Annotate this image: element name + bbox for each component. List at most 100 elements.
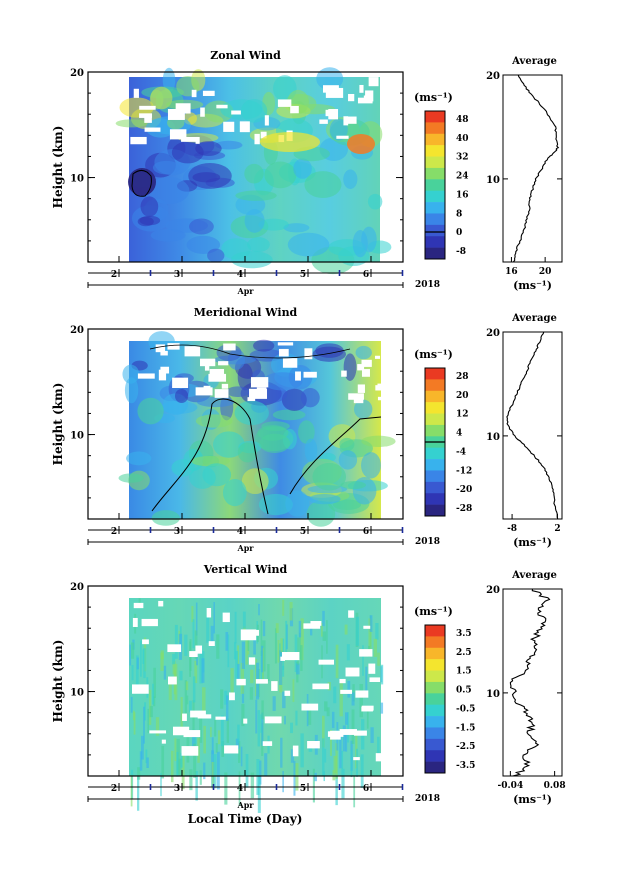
field-streak: [237, 663, 240, 680]
colorbar-tick-label: -3.5: [456, 761, 475, 771]
missing-data: [144, 127, 161, 132]
missing-data: [375, 385, 384, 391]
colorbar-swatch: [425, 247, 445, 260]
field-streak: [237, 645, 239, 665]
field-streak: [133, 712, 136, 735]
field-streak: [174, 738, 177, 762]
colorbar-swatch: [425, 761, 445, 774]
field-streak: [300, 618, 304, 648]
missing-data: [167, 343, 180, 350]
x-tick-label: 4: [237, 270, 243, 280]
missing-data: [281, 652, 300, 661]
colorbar-swatch: [425, 470, 445, 483]
colorbar-frame: [424, 624, 446, 774]
missing-data: [215, 716, 226, 720]
month-label: Apr: [236, 286, 254, 296]
field-blob: [352, 230, 368, 258]
field-streak: [186, 728, 190, 763]
missing-data: [208, 373, 227, 382]
field-streak: [197, 737, 200, 763]
field-streak: [192, 676, 196, 703]
missing-data: [345, 667, 360, 677]
missing-data: [250, 629, 259, 636]
missing-data: [377, 396, 390, 401]
field-streak: [326, 707, 330, 717]
field-streak: [237, 724, 240, 743]
field-blob: [247, 237, 270, 253]
field-streak: [335, 743, 338, 779]
field-streak: [211, 761, 215, 789]
field-blob: [162, 67, 176, 93]
field-blob: [244, 209, 265, 233]
y-tick-label: 10: [70, 688, 84, 699]
missing-data: [160, 350, 168, 356]
field-streak: [359, 683, 363, 718]
field-blob: [264, 161, 297, 189]
field-blob: [234, 400, 269, 426]
field-blob: [137, 397, 164, 425]
missing-data: [248, 657, 256, 665]
field-streak: [152, 683, 154, 705]
missing-data: [139, 105, 156, 110]
average-frame: [502, 74, 563, 263]
y-tick-label: 20: [70, 325, 84, 336]
field-streak: [366, 708, 369, 729]
field-streak: [277, 640, 280, 663]
missing-data: [377, 383, 391, 387]
field-streak: [373, 638, 378, 657]
y-tick-label: 20: [70, 582, 84, 593]
field-streak: [355, 616, 360, 646]
field-streak: [377, 652, 380, 666]
colorbar-tick-label: -1.5: [456, 723, 475, 733]
missing-data: [282, 358, 298, 368]
missing-data: [137, 373, 155, 379]
field-streak: [160, 650, 164, 660]
colorbar-tick-label: 8: [456, 209, 462, 219]
field-streak: [180, 752, 183, 768]
field-streak: [300, 645, 303, 672]
field-streak: [344, 624, 348, 635]
field-streak: [342, 725, 346, 752]
missing-data: [340, 689, 353, 694]
field-streak: [153, 667, 156, 698]
field-streak: [284, 715, 286, 725]
colorbar-swatch: [425, 236, 445, 248]
colorbar-swatch: [425, 647, 445, 660]
colorbar-swatch: [425, 481, 445, 494]
missing-data: [278, 348, 289, 357]
field-streak: [160, 773, 162, 797]
avg-x-label: (ms⁻¹): [513, 536, 552, 549]
field-streak: [290, 722, 294, 734]
field-streak: [199, 770, 202, 785]
field-blob: [304, 171, 342, 198]
missing-data: [312, 683, 330, 690]
field-streak: [370, 727, 374, 743]
missing-data: [295, 371, 301, 381]
missing-data: [353, 730, 367, 736]
field-blob: [171, 459, 195, 477]
missing-data: [264, 115, 269, 126]
field-streak: [178, 758, 182, 776]
colorbar-swatch: [425, 447, 445, 460]
field-streak: [220, 689, 224, 709]
field-streak: [295, 763, 299, 791]
missing-data: [361, 359, 372, 367]
colorbar-tick-label: 1.5: [456, 667, 472, 677]
colorbar-tick-label: -28: [456, 504, 472, 514]
field-streak: [184, 680, 187, 715]
missing-data: [236, 678, 246, 686]
average-profile-line: [506, 331, 559, 520]
panel-title: Vertical Wind: [203, 563, 288, 576]
colorbar-swatch: [425, 504, 445, 517]
avg-x-tick-label: 16: [505, 267, 518, 277]
colorbar-swatch: [425, 402, 445, 414]
missing-data: [363, 625, 371, 629]
field-streak: [235, 650, 239, 679]
missing-data: [290, 105, 299, 114]
field-streak: [168, 678, 172, 700]
colorbar-tick-label: -20: [456, 485, 472, 495]
missing-data: [323, 85, 339, 93]
colorbar-swatch: [425, 368, 445, 380]
field-streak: [238, 771, 241, 806]
field-blob: [316, 67, 344, 91]
